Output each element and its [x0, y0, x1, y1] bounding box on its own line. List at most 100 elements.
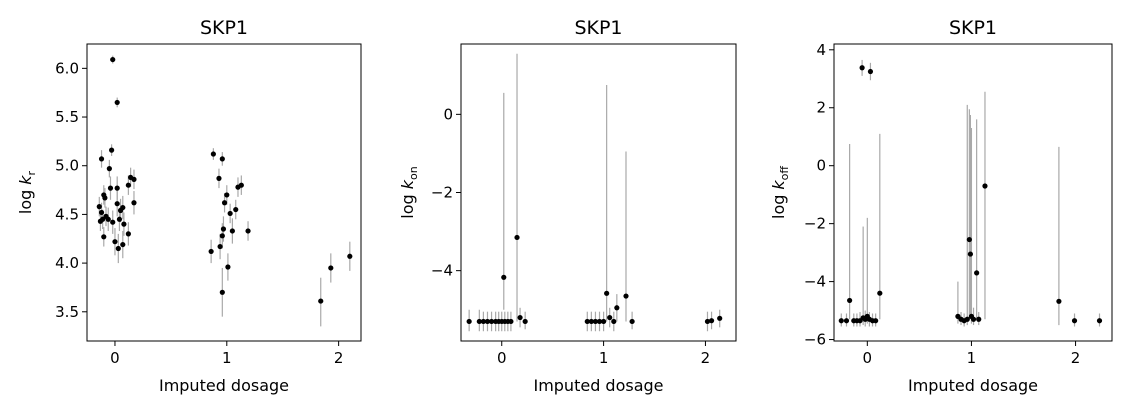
- error-bars: [468, 53, 721, 332]
- data-point: [843, 318, 850, 324]
- chart-title: SKP1: [200, 17, 248, 39]
- data-point: [131, 200, 137, 206]
- data-point: [125, 231, 131, 237]
- data-point: [117, 207, 124, 214]
- data-point: [229, 228, 235, 234]
- data-point: [604, 290, 610, 296]
- data-point: [216, 175, 222, 181]
- y-axis-label-subscript: off: [778, 166, 791, 181]
- data-point: [1096, 318, 1103, 324]
- y-axis-label-symbol: k: [769, 180, 788, 190]
- x-tick-label: 2: [701, 349, 711, 367]
- data-point: [98, 209, 105, 216]
- data-point: [105, 216, 111, 222]
- data-point: [114, 99, 120, 106]
- x-tick-label: 0: [497, 349, 507, 367]
- data-point: [480, 318, 487, 325]
- data-point: [873, 318, 879, 324]
- y-axis-label-subscript: r: [25, 170, 38, 175]
- data-point: [109, 147, 115, 153]
- data-point: [966, 236, 972, 243]
- y-axis-label: log kon: [398, 166, 420, 218]
- x-axis-label: Imputed dosage: [533, 376, 663, 395]
- y-tick-label: 0: [816, 157, 826, 175]
- plot-frame: [460, 43, 737, 342]
- data-point: [217, 243, 223, 250]
- data-point: [970, 316, 977, 322]
- data-point: [596, 318, 603, 325]
- x-axis-label: Imputed dosage: [159, 376, 289, 395]
- plot-frame: [86, 43, 362, 342]
- data-point: [982, 183, 988, 189]
- data-point: [488, 318, 495, 325]
- data-point: [101, 234, 107, 240]
- data-point: [877, 290, 883, 296]
- data-point: [235, 184, 241, 190]
- y-tick-label: 5.5: [55, 108, 79, 126]
- panel-k-r: SKP1 0 1 2 3.5 4.0 4.5 5.0 5.5 6.0 Imputed dosage l…: [16, 17, 362, 395]
- data-point: [974, 270, 980, 276]
- data-point: [131, 176, 137, 182]
- data-point: [219, 156, 225, 162]
- x-tick-label: 2: [334, 349, 344, 367]
- data-point: [859, 65, 865, 71]
- chart-title: SKP1: [574, 17, 622, 39]
- chart-title: SKP1: [949, 17, 997, 39]
- x-tick-label: 1: [967, 349, 977, 367]
- data-point: [476, 318, 482, 325]
- data-point: [717, 315, 723, 321]
- error-bars: [840, 59, 1101, 327]
- x-tick-label: 2: [1071, 349, 1081, 367]
- data-point: [97, 218, 104, 224]
- data-point: [121, 221, 127, 227]
- data-point: [501, 274, 507, 280]
- data-points: [96, 56, 353, 304]
- data-point: [704, 318, 711, 325]
- data-point: [220, 226, 227, 232]
- y-axis-label-base: log: [769, 195, 788, 219]
- data-point: [106, 166, 112, 172]
- y-axis-label-subscript: on: [407, 166, 420, 180]
- data-point: [607, 314, 613, 321]
- data-point: [328, 265, 334, 271]
- data-point: [1071, 318, 1078, 324]
- data-point: [514, 234, 520, 241]
- data-point: [508, 318, 514, 325]
- data-point: [522, 318, 528, 325]
- data-point: [112, 239, 118, 245]
- data-point: [838, 318, 844, 324]
- data-point: [517, 314, 523, 321]
- x-tick-label: 0: [863, 349, 873, 367]
- data-point: [976, 316, 982, 322]
- data-point: [964, 316, 970, 322]
- y-tick-label: −6: [804, 331, 826, 349]
- y-axis-label-base: log: [398, 194, 417, 218]
- y-tick-label: −4: [804, 273, 826, 291]
- data-point: [629, 318, 635, 325]
- y-axis-label-symbol: k: [16, 175, 35, 185]
- data-points: [838, 65, 1103, 324]
- data-point: [1056, 298, 1062, 304]
- data-point: [584, 318, 590, 325]
- data-point: [125, 182, 131, 188]
- data-point: [245, 228, 251, 234]
- data-point: [110, 219, 116, 225]
- data-point: [847, 297, 853, 304]
- y-axis-label-base: log: [16, 190, 35, 214]
- data-point: [96, 204, 102, 210]
- data-point: [102, 195, 108, 201]
- data-point: [623, 293, 629, 299]
- data-point: [708, 318, 715, 324]
- x-tick-label: 1: [222, 349, 232, 367]
- error-bars: [98, 55, 351, 327]
- data-point: [114, 185, 120, 191]
- y-tick-label: 0: [443, 105, 453, 123]
- data-points: [466, 234, 723, 325]
- plot-frame: [833, 43, 1113, 342]
- data-point: [219, 289, 225, 295]
- data-point: [208, 248, 214, 255]
- data-point: [233, 206, 239, 213]
- panel-k-off: SKP1 0 1 2 −6 −4 −2 0 2 4 Imputed dosage log koff: [769, 17, 1113, 395]
- data-point: [116, 216, 123, 222]
